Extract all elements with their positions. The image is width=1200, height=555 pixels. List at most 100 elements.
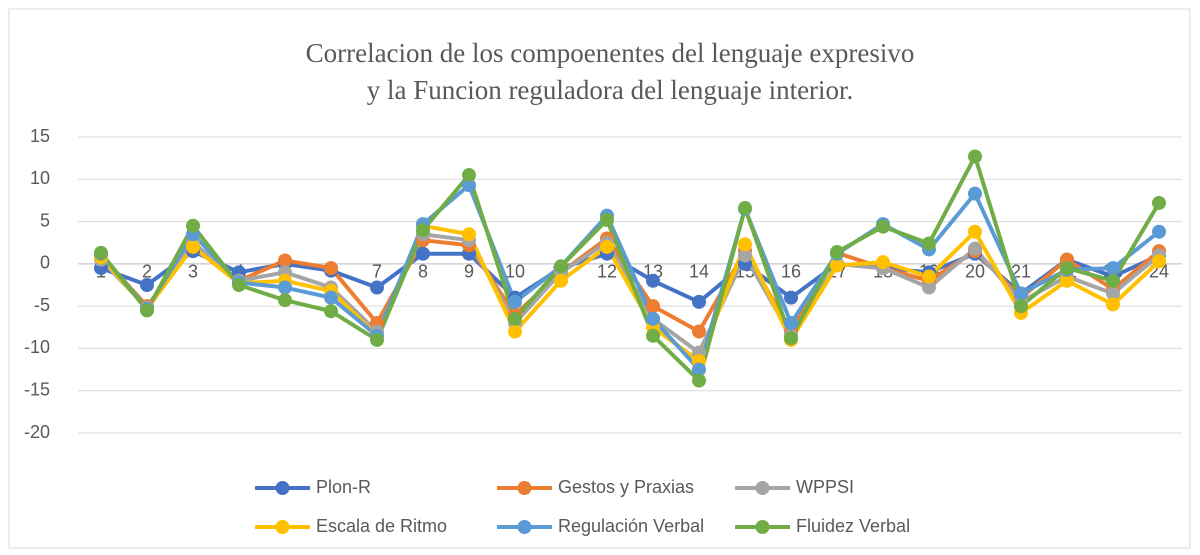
data-point	[922, 236, 936, 251]
data-point	[692, 362, 706, 377]
data-point	[462, 178, 476, 193]
data-point	[370, 332, 384, 347]
data-point	[600, 212, 614, 227]
legend-marker	[517, 520, 532, 534]
data-point	[830, 258, 844, 273]
series-line	[99, 183, 1161, 372]
data-point	[416, 223, 430, 238]
x-tick-label: 7	[372, 262, 382, 282]
chart-border	[8, 8, 1191, 549]
y-tick-label: 5	[40, 210, 50, 230]
data-point	[232, 278, 246, 292]
legend-marker	[755, 481, 770, 495]
data-point	[278, 293, 292, 308]
y-tick-label: -10	[24, 337, 50, 357]
data-point	[508, 294, 522, 309]
x-tick-label: 14	[689, 262, 709, 282]
data-point	[1152, 254, 1166, 269]
y-tick-label: -20	[24, 422, 50, 442]
data-point	[830, 245, 844, 260]
legend-marker	[275, 520, 290, 534]
data-point	[1152, 195, 1166, 210]
data-point	[692, 373, 706, 388]
data-point	[646, 273, 660, 288]
data-point	[876, 255, 890, 270]
y-tick-label: 15	[30, 126, 50, 146]
data-point	[140, 278, 154, 292]
legend-label: Escala de Ritmo	[316, 516, 447, 536]
data-point	[968, 224, 982, 239]
data-point	[508, 311, 522, 326]
data-point	[1014, 299, 1028, 314]
data-point	[692, 324, 706, 339]
legend-label: Gestos y Praxias	[558, 477, 694, 497]
y-tick-label: -5	[34, 295, 50, 315]
x-tick-label: 2	[142, 262, 152, 282]
data-point	[738, 201, 752, 216]
legend-marker	[517, 481, 532, 495]
data-point	[186, 218, 200, 233]
data-point	[876, 219, 890, 234]
legend-label: Plon-R	[316, 477, 371, 497]
data-point	[922, 269, 936, 284]
chart-title: Correlacion de los compoenentes del leng…	[306, 38, 915, 68]
data-point	[738, 248, 752, 263]
data-point	[554, 259, 568, 274]
x-tick-label: 21	[1011, 262, 1031, 282]
data-point	[784, 331, 798, 346]
data-point	[186, 239, 200, 254]
data-point	[554, 273, 568, 288]
data-point	[968, 149, 982, 164]
data-point	[1106, 297, 1120, 312]
data-point	[278, 253, 292, 268]
data-point	[784, 290, 798, 305]
data-point	[140, 303, 154, 318]
data-point	[968, 186, 982, 201]
data-point	[370, 280, 384, 295]
data-point	[324, 261, 338, 276]
x-tick-label: 3	[188, 262, 198, 282]
data-point	[646, 299, 660, 314]
data-point	[1060, 273, 1074, 288]
data-point	[1106, 261, 1120, 276]
data-point	[646, 311, 660, 326]
data-point	[416, 246, 430, 261]
data-point	[462, 227, 476, 242]
data-point	[1106, 273, 1120, 288]
legend-marker	[755, 520, 770, 534]
data-point	[968, 241, 982, 256]
data-point	[1060, 261, 1074, 276]
legend-label: Fluidez Verbal	[796, 516, 910, 536]
x-tick-label: 12	[597, 262, 617, 282]
chart-title: y la Funcion reguladora del lenguaje int…	[367, 75, 854, 105]
data-point	[324, 290, 338, 305]
x-tick-label: 10	[505, 262, 525, 282]
data-point	[922, 280, 936, 295]
data-point	[462, 168, 476, 183]
y-tick-label: -15	[24, 379, 50, 399]
series-line	[99, 223, 1161, 364]
data-point	[1014, 286, 1028, 301]
data-point	[600, 239, 614, 254]
data-point	[324, 304, 338, 319]
data-point	[692, 294, 706, 309]
legend-marker	[275, 481, 290, 495]
x-tick-label: 16	[781, 262, 801, 282]
data-point	[94, 245, 108, 260]
data-point	[646, 328, 660, 343]
x-tick-label: 20	[965, 262, 985, 282]
data-point	[508, 324, 522, 339]
legend-label: Regulación Verbal	[558, 516, 704, 536]
data-point	[1152, 224, 1166, 239]
y-tick-label: 0	[40, 253, 50, 273]
legend-label: WPPSI	[796, 477, 854, 497]
x-tick-label: 9	[464, 262, 474, 282]
y-tick-label: 10	[30, 168, 50, 188]
data-point	[738, 237, 752, 252]
data-point	[1106, 286, 1120, 301]
series-line	[99, 154, 1161, 383]
x-tick-label: 8	[418, 262, 428, 282]
data-point	[278, 280, 292, 295]
data-point	[784, 316, 798, 331]
